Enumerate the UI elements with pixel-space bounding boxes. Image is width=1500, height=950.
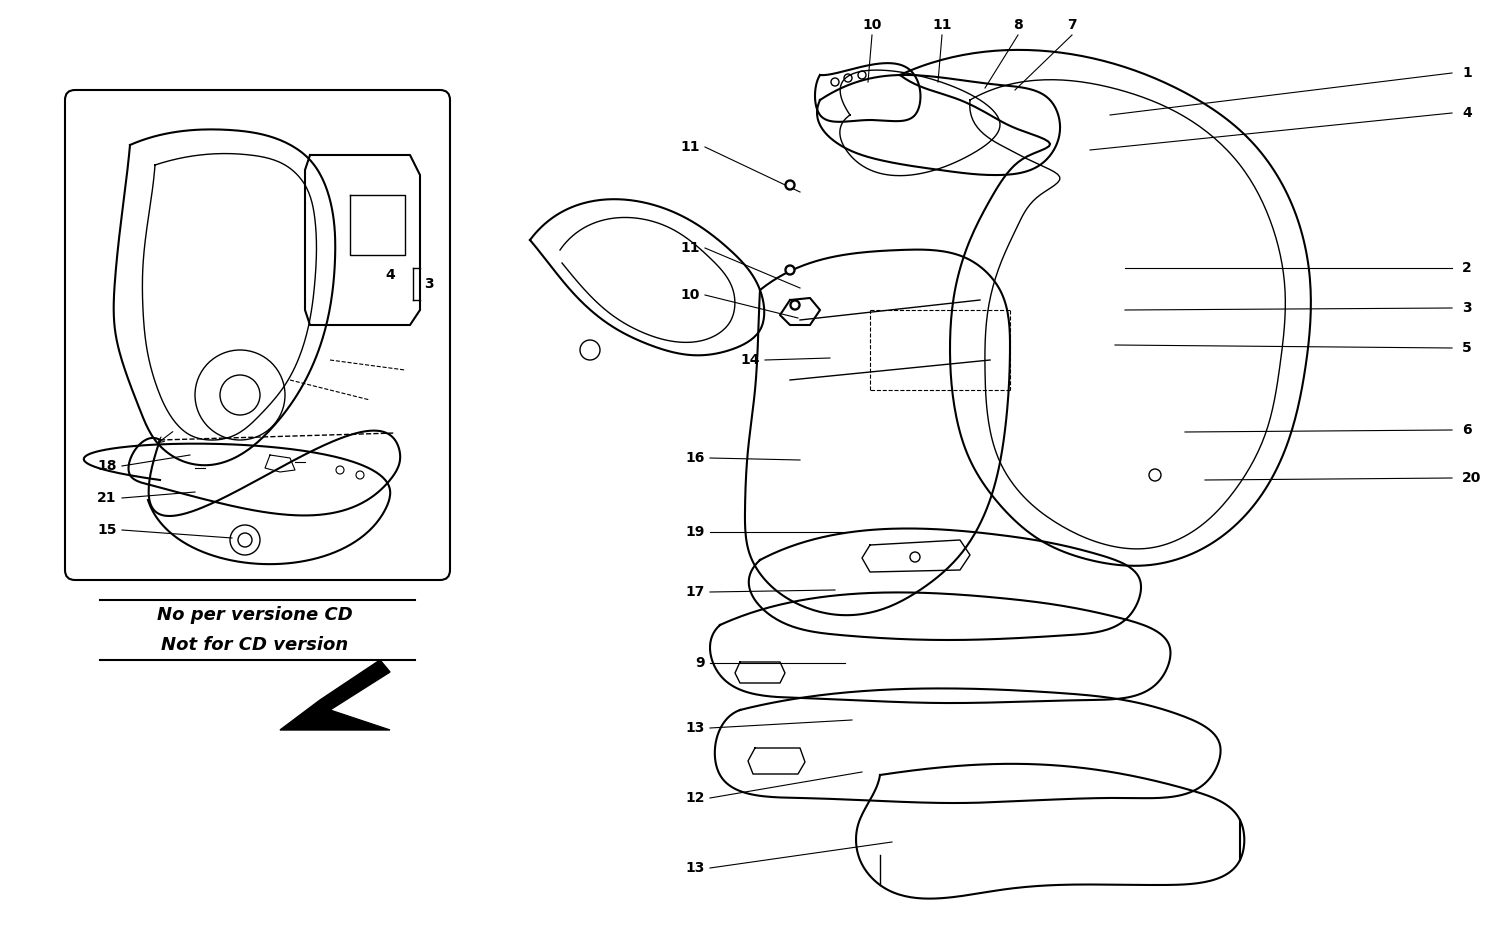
Circle shape [788, 267, 794, 273]
Text: 16: 16 [686, 451, 705, 465]
Circle shape [792, 302, 798, 308]
Text: 9: 9 [696, 656, 705, 670]
Text: 14: 14 [741, 353, 760, 367]
Text: 19: 19 [686, 525, 705, 539]
FancyBboxPatch shape [64, 90, 450, 580]
Text: 10: 10 [862, 18, 882, 32]
Text: 20: 20 [1462, 471, 1482, 485]
Text: 6: 6 [1462, 423, 1472, 437]
Circle shape [784, 180, 795, 190]
Text: Not for CD version: Not for CD version [162, 636, 348, 654]
Circle shape [790, 300, 800, 310]
Text: 13: 13 [686, 861, 705, 875]
Text: 12: 12 [686, 791, 705, 805]
Circle shape [784, 265, 795, 275]
Text: 3: 3 [1462, 301, 1472, 315]
Text: 5: 5 [1462, 341, 1472, 355]
Text: 15: 15 [98, 523, 117, 537]
Circle shape [788, 182, 794, 188]
Text: 3: 3 [424, 277, 433, 291]
Text: 7: 7 [1066, 18, 1077, 32]
Text: 8: 8 [1013, 18, 1023, 32]
Text: 13: 13 [686, 721, 705, 735]
Text: 17: 17 [686, 585, 705, 599]
Text: 11: 11 [932, 18, 951, 32]
Text: 21: 21 [98, 491, 117, 505]
Text: 2: 2 [1462, 261, 1472, 275]
Polygon shape [280, 660, 390, 730]
Text: 4: 4 [1462, 106, 1472, 120]
Text: 11: 11 [681, 140, 700, 154]
Text: 10: 10 [681, 288, 700, 302]
Text: 1: 1 [1462, 66, 1472, 80]
Text: 18: 18 [98, 459, 117, 473]
Text: 11: 11 [681, 241, 700, 255]
Text: No per versione CD: No per versione CD [158, 606, 352, 624]
Text: 4: 4 [386, 268, 394, 282]
